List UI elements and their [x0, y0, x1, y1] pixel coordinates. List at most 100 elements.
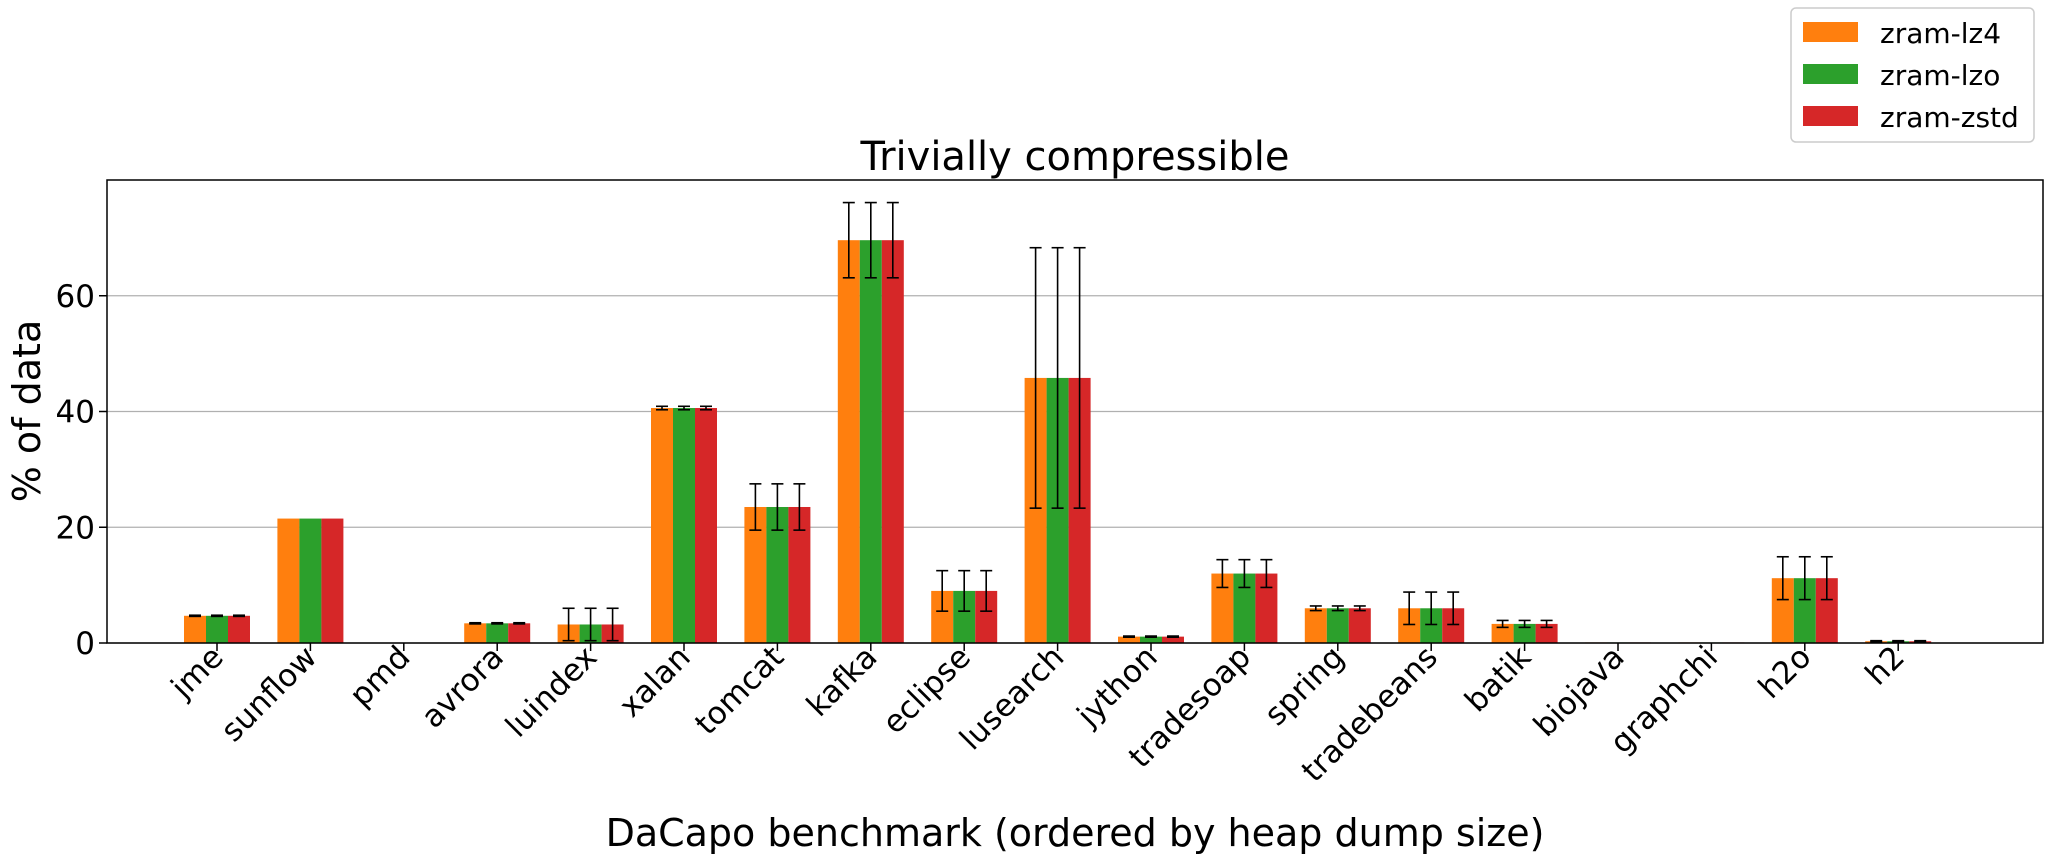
bar-zram-lzo-kafka — [859, 240, 882, 643]
errorbar-zram-lzo-kafka — [864, 201, 877, 279]
errorbar-zram-lzo-spring — [1331, 605, 1344, 612]
legend-label-zstd: zram-zstd — [1880, 101, 2019, 134]
bar-zram-lz4-tradebeans — [1398, 608, 1421, 643]
x-tick-label-kafka: kafka — [800, 639, 885, 724]
bar-zram-zstd-xalan — [695, 408, 717, 643]
bar-zram-lz4-lusearch — [1024, 377, 1047, 643]
x-tick-label-luindex: luindex — [499, 639, 604, 744]
bar-zram-zstd-avrora — [508, 623, 531, 643]
legend: zram-lz4 zram-lzo zram-zstd — [1790, 7, 2035, 143]
error-bars — [189, 201, 1927, 643]
errorbar-zram-lzo-tradebeans — [1425, 591, 1438, 626]
bar-zram-lz4-xalan — [651, 408, 673, 643]
bars — [184, 240, 1932, 643]
bar-zram-zstd-jython — [1162, 636, 1184, 643]
x-tick-label-lusearch: lusearch — [953, 639, 1071, 757]
errorbar-zram-lzo-eclipse — [958, 569, 971, 612]
x-axis-label: DaCapo benchmark (ordered by heap dump s… — [606, 811, 1545, 855]
errorbar-zram-lzo-jme — [211, 614, 223, 618]
errorbar-zram-lz4-eclipse — [936, 569, 949, 612]
errorbar-zram-lz4-xalan — [656, 405, 668, 411]
bar-zram-zstd-sunflow — [321, 518, 344, 643]
x-tick-label-h2: h2 — [1859, 639, 1912, 692]
x-tick-label-pmd: pmd — [343, 639, 418, 714]
errorbar-zram-lz4-h2o — [1776, 555, 1789, 601]
y-tick-label: 0 — [75, 626, 95, 662]
bar-zram-zstd-lusearch — [1068, 377, 1091, 643]
errorbar-zram-zstd-spring — [1353, 605, 1366, 612]
bar-zram-lz4-kafka — [837, 240, 860, 643]
bar-zram-lzo-spring — [1326, 608, 1349, 643]
errorbar-zram-lzo-avrora — [491, 621, 504, 625]
errorbar-zram-zstd-tradebeans — [1447, 591, 1460, 626]
bar-zram-zstd-tomcat — [788, 506, 811, 643]
x-tick-label-jython: jython — [1070, 639, 1165, 734]
bar-zram-lzo-xalan — [673, 408, 695, 643]
errorbar-zram-zstd-batik — [1540, 619, 1553, 629]
errorbar-zram-lz4-kafka — [842, 201, 855, 279]
errorbar-zram-lzo-batik — [1518, 619, 1531, 629]
errorbar-zram-zstd-jython — [1167, 635, 1179, 639]
bar-zram-lz4-jython — [1118, 636, 1140, 643]
bar-zram-lz4-avrora — [464, 623, 487, 643]
bar-zram-zstd-spring — [1348, 608, 1371, 643]
errorbar-zram-zstd-h2o — [1820, 555, 1833, 601]
errorbar-zram-lz4-avrora — [469, 621, 482, 625]
errorbar-zram-lzo-luindex — [584, 607, 597, 642]
bar-zram-lzo-jme — [206, 615, 228, 643]
errorbar-zram-lz4-batik — [1496, 619, 1509, 629]
bar-zram-zstd-batik — [1535, 623, 1558, 643]
y-tick-label: 60 — [56, 279, 95, 315]
bar-zram-zstd-tradebeans — [1442, 608, 1465, 643]
errorbar-zram-lz4-jme — [189, 614, 201, 618]
y-tick-label: 20 — [56, 510, 95, 546]
legend-swatch-lz4 — [1803, 22, 1858, 42]
errorbar-zram-lz4-luindex — [562, 607, 575, 642]
bar-zram-lz4-tomcat — [744, 506, 767, 643]
y-axis: 0 20 40 60 — [56, 279, 107, 662]
errorbar-zram-zstd-h2 — [1914, 639, 1927, 643]
x-tick-label-avrora: avrora — [415, 639, 511, 735]
errorbar-zram-zstd-jme — [233, 614, 245, 618]
x-tick-label-sunflow: sunflow — [214, 639, 324, 749]
errorbar-zram-lzo-xalan — [678, 405, 690, 411]
x-tick-label-h2o: h2o — [1752, 639, 1819, 706]
bar-zram-lz4-eclipse — [931, 590, 954, 643]
bar-zram-zstd-jme — [228, 615, 250, 643]
y-tick-label: 40 — [56, 395, 95, 431]
errorbar-zram-zstd-tomcat — [793, 483, 806, 531]
x-tick-label-jme: jme — [164, 639, 231, 706]
bar-zram-lz4-h2o — [1771, 578, 1794, 643]
errorbar-zram-lzo-h2 — [1892, 639, 1905, 643]
bar-zram-zstd-kafka — [881, 240, 904, 643]
x-tick-label-tomcat: tomcat — [688, 639, 791, 742]
bar-zram-zstd-eclipse — [975, 590, 998, 643]
bar-zram-lz4-jme — [184, 615, 206, 643]
bar-zram-lzo-avrora — [486, 623, 509, 643]
y-axis-label: % of data — [5, 320, 49, 503]
bar-zram-lz4-batik — [1491, 623, 1514, 643]
legend-swatch-lzo — [1803, 64, 1858, 84]
errorbar-zram-zstd-xalan — [700, 405, 712, 411]
bar-zram-lzo-lusearch — [1046, 377, 1069, 643]
errorbar-zram-lzo-jython — [1145, 635, 1157, 639]
errorbar-zram-lz4-tradebeans — [1403, 591, 1416, 626]
x-tick-label-spring: spring — [1258, 639, 1352, 733]
legend-label-lz4: zram-lz4 — [1880, 17, 2001, 50]
bar-zram-zstd-h2o — [1815, 578, 1838, 643]
errorbar-zram-lzo-tomcat — [771, 483, 784, 531]
errorbar-zram-zstd-tradesoap — [1260, 558, 1273, 589]
bar-zram-lz4-tradesoap — [1211, 573, 1234, 643]
legend-swatch-zstd — [1803, 106, 1858, 126]
errorbar-zram-zstd-eclipse — [980, 569, 993, 612]
errorbar-zram-lz4-lusearch — [1029, 246, 1042, 509]
bar-zram-zstd-tradesoap — [1255, 573, 1278, 643]
errorbar-zram-lz4-spring — [1309, 605, 1322, 612]
bar-zram-lzo-tradebeans — [1420, 608, 1443, 643]
bar-zram-lz4-spring — [1304, 608, 1327, 643]
errorbar-zram-lzo-h2o — [1798, 555, 1811, 601]
bar-zram-lzo-batik — [1513, 623, 1536, 643]
errorbar-zram-lz4-tradesoap — [1216, 558, 1229, 589]
